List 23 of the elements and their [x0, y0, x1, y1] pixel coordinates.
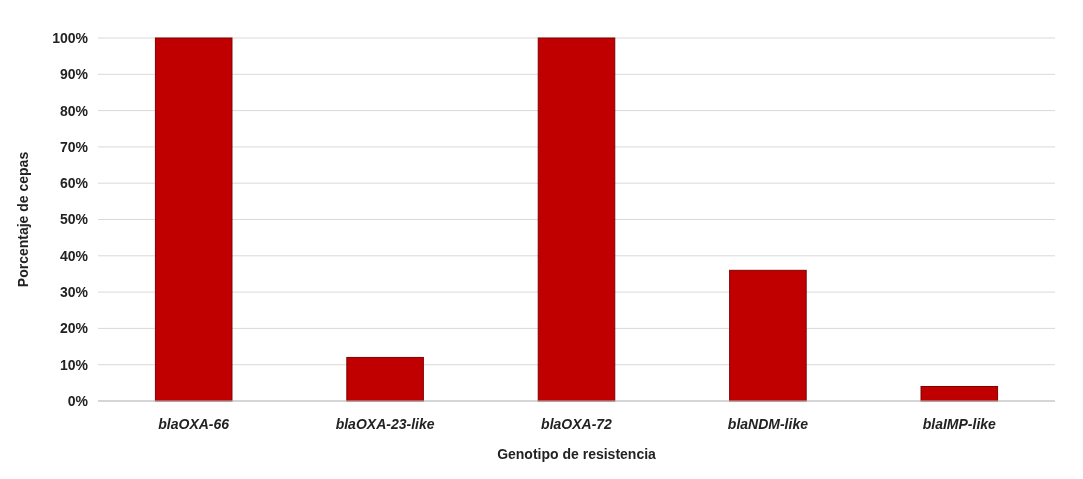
y-tick-label: 10%	[59, 356, 89, 373]
y-tick-label: 40%	[59, 247, 89, 264]
bar	[154, 37, 233, 402]
y-tick-label: 0%	[67, 392, 89, 409]
x-tick-label: blaIMP-like	[922, 416, 997, 432]
bar	[729, 269, 807, 402]
bar	[537, 37, 616, 402]
x-axis-title: Genotipo de resistencia	[497, 446, 657, 462]
x-tick-label: blaNDM-like	[727, 416, 809, 432]
y-tick-label: 70%	[59, 138, 89, 155]
y-tick-label: 60%	[59, 175, 89, 192]
y-axis-title: Porcentaje de cepas	[15, 151, 31, 288]
bar	[920, 385, 999, 402]
x-tick-label: blaOXA-72	[541, 416, 613, 432]
y-tick-label: 80%	[59, 102, 89, 119]
y-tick-label: 50%	[59, 211, 89, 228]
x-tick-label: blaOXA-23-like	[335, 416, 435, 432]
y-tick-label: 100%	[52, 29, 89, 46]
y-tick-label: 20%	[59, 320, 89, 337]
y-tick-label: 90%	[59, 66, 89, 83]
bar	[346, 356, 424, 402]
x-tick-label: blaOXA-66	[158, 416, 230, 432]
y-tick-label: 30%	[59, 284, 89, 300]
